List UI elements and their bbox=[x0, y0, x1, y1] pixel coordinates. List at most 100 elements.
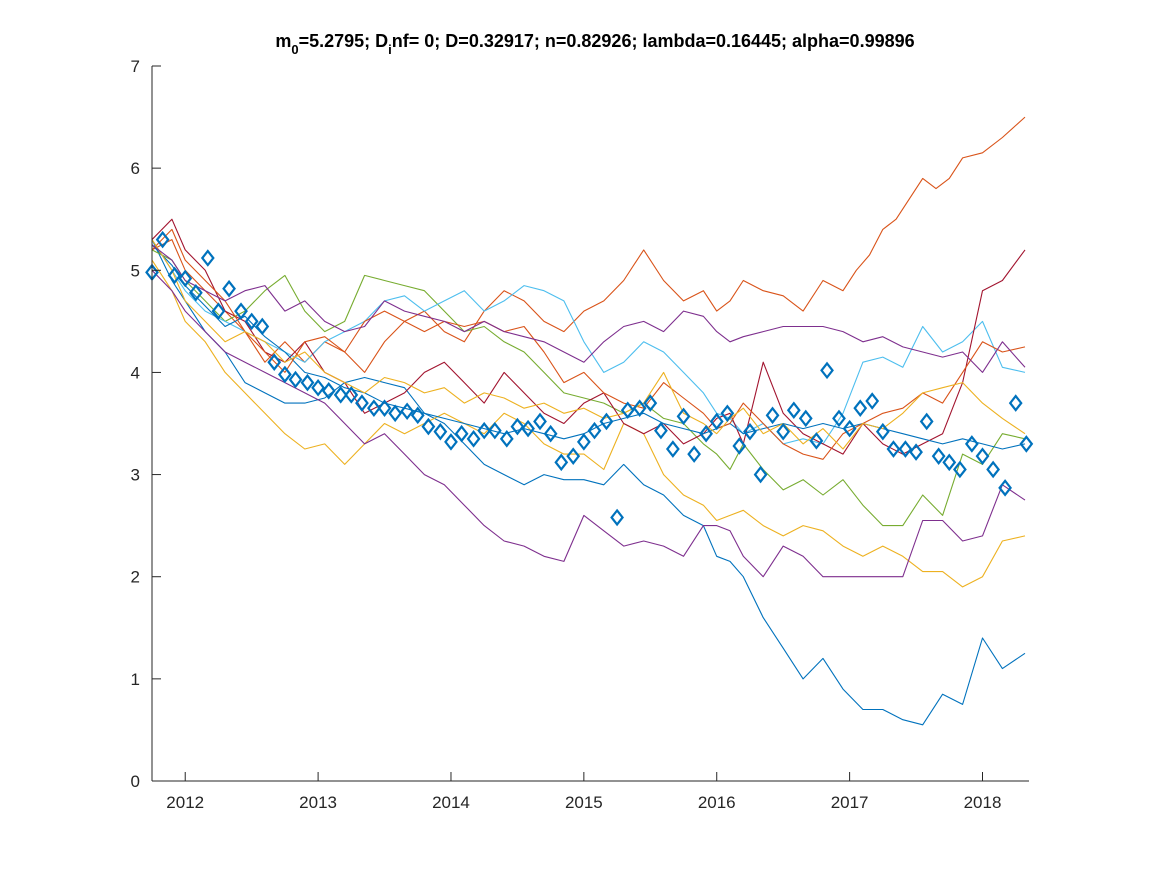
data-point-marker bbox=[466, 430, 481, 448]
data-point-marker bbox=[942, 453, 957, 472]
data-point-marker bbox=[433, 422, 448, 441]
data-point-marker bbox=[599, 412, 614, 431]
data-point-marker bbox=[576, 433, 591, 451]
data-point-marker bbox=[234, 302, 248, 320]
data-point-marker bbox=[865, 392, 880, 410]
chart-title: m0=5.2795; Dinf= 0; D=0.32917; n=0.82926… bbox=[275, 31, 914, 57]
series-line-10 bbox=[152, 239, 1026, 450]
data-point-marker bbox=[454, 424, 469, 443]
data-point-marker bbox=[898, 440, 913, 458]
data-point-marker bbox=[244, 312, 259, 331]
data-point-marker bbox=[909, 443, 923, 461]
y-tick-label: 7 bbox=[131, 57, 140, 76]
series-line-5 bbox=[152, 249, 1026, 527]
series-line-4 bbox=[152, 269, 1026, 578]
data-point-marker bbox=[167, 266, 182, 285]
data-point-marker bbox=[543, 424, 558, 443]
data-point-marker bbox=[832, 409, 846, 428]
data-point-marker bbox=[267, 353, 282, 371]
data-point-marker bbox=[931, 447, 946, 465]
title-subscript-0: 0 bbox=[291, 42, 298, 57]
data-point-marker bbox=[964, 435, 979, 453]
data-point-marker bbox=[521, 419, 535, 438]
data-point-marker bbox=[853, 399, 868, 417]
data-point-marker bbox=[444, 433, 458, 451]
data-point-marker bbox=[499, 430, 514, 448]
data-point-marker bbox=[720, 404, 735, 423]
data-point-marker bbox=[776, 422, 791, 441]
data-point-marker bbox=[743, 422, 757, 441]
data-point-marker bbox=[566, 447, 581, 465]
data-point-marker bbox=[554, 453, 569, 472]
y-tick-label: 3 bbox=[131, 466, 140, 485]
data-point-marker bbox=[919, 412, 934, 431]
title-part-rest: nf= 0; D=0.32917; n=0.82926; lambda=0.16… bbox=[392, 31, 915, 51]
data-point-marker bbox=[665, 440, 680, 458]
data-point-marker bbox=[388, 404, 403, 423]
data-point-marker bbox=[786, 401, 801, 420]
data-point-marker bbox=[986, 460, 1001, 479]
data-point-marker bbox=[421, 417, 436, 436]
data-point-marker bbox=[798, 409, 813, 428]
series-line-7 bbox=[152, 218, 1026, 455]
data-point-marker bbox=[211, 302, 226, 320]
data-point-marker bbox=[288, 370, 303, 389]
data-point-marker bbox=[875, 422, 890, 441]
data-point-marker bbox=[975, 447, 990, 465]
data-point-marker bbox=[632, 399, 647, 417]
data-point-marker bbox=[321, 382, 336, 400]
data-point-marker bbox=[643, 394, 658, 412]
data-point-marker bbox=[765, 406, 780, 425]
title-part-m: m bbox=[275, 31, 291, 51]
data-point-marker bbox=[998, 479, 1012, 497]
y-tick-label: 2 bbox=[131, 568, 140, 587]
y-tick-label: 1 bbox=[131, 670, 140, 689]
data-point-marker bbox=[709, 412, 724, 431]
plot-area bbox=[145, 116, 1034, 726]
data-point-marker bbox=[377, 399, 392, 417]
y-tick-label: 5 bbox=[131, 261, 140, 280]
title-part-mid: =5.2795; D bbox=[299, 31, 389, 51]
data-point-marker bbox=[333, 386, 348, 404]
series-line-11 bbox=[152, 244, 1026, 373]
data-point-marker bbox=[400, 402, 415, 421]
data-point-marker bbox=[732, 437, 747, 455]
data-point-marker bbox=[654, 421, 668, 440]
data-point-marker bbox=[487, 421, 502, 440]
data-point-marker bbox=[344, 386, 359, 404]
data-point-marker bbox=[255, 317, 270, 336]
data-point-marker bbox=[676, 407, 691, 426]
plot-inner bbox=[152, 116, 1026, 726]
x-tick-label: 2017 bbox=[831, 793, 869, 812]
x-tick-label: 2012 bbox=[166, 793, 204, 812]
data-point-marker bbox=[1019, 435, 1034, 453]
y-tick-label: 6 bbox=[131, 159, 140, 178]
data-point-marker bbox=[311, 378, 325, 397]
data-point-marker bbox=[510, 417, 525, 436]
data-point-marker bbox=[809, 432, 824, 450]
data-point-marker bbox=[533, 412, 547, 431]
data-point-marker bbox=[699, 424, 714, 443]
data-point-marker bbox=[753, 465, 768, 484]
series-line-1 bbox=[152, 239, 1026, 726]
data-point-marker bbox=[620, 401, 635, 420]
data-point-marker bbox=[355, 394, 369, 412]
x-tick-label: 2018 bbox=[964, 793, 1002, 812]
data-point-marker bbox=[367, 399, 381, 417]
data-point-marker bbox=[200, 249, 215, 267]
x-tick-label: 2016 bbox=[698, 793, 736, 812]
data-point-marker bbox=[188, 283, 203, 302]
data-point-marker bbox=[886, 440, 901, 458]
series-line-3 bbox=[152, 259, 1026, 588]
y-tick-label: 0 bbox=[131, 772, 140, 791]
data-point-marker bbox=[155, 230, 170, 249]
data-point-marker bbox=[477, 421, 492, 440]
x-tick-label: 2013 bbox=[299, 793, 337, 812]
data-point-marker bbox=[410, 406, 425, 425]
x-tick-label: 2015 bbox=[565, 793, 603, 812]
data-point-marker bbox=[277, 365, 292, 384]
data-point-marker bbox=[842, 419, 857, 438]
